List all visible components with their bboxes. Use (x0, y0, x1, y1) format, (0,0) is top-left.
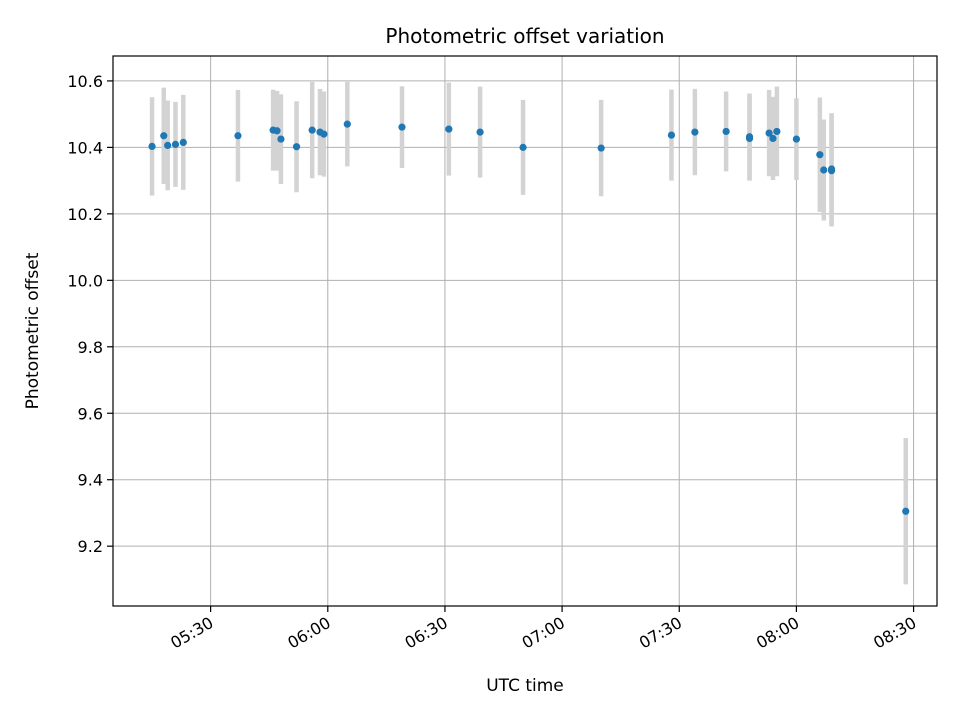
data-point (597, 144, 605, 152)
y-tick-label: 10.6 (67, 72, 103, 91)
y-tick-label: 9.2 (78, 537, 103, 556)
data-point (792, 135, 801, 143)
data-point (902, 507, 910, 515)
data-point (827, 167, 836, 175)
data-point (773, 127, 781, 136)
data-point (476, 128, 484, 136)
data-point (820, 166, 828, 174)
x-tick-label: 07:30 (636, 613, 685, 653)
data-point (769, 134, 777, 143)
data-point (164, 141, 172, 149)
y-tick-label: 10.0 (67, 271, 103, 290)
y-tick-label: 9.6 (78, 404, 103, 423)
data-point (343, 120, 351, 128)
data-point (273, 127, 281, 135)
y-tick-label: 10.4 (67, 138, 103, 157)
x-tick-label: 08:30 (870, 613, 919, 653)
x-tick-label: 05:30 (167, 613, 216, 653)
data-point (765, 129, 773, 137)
data-point (745, 134, 754, 143)
data-point (160, 132, 168, 140)
data-point (308, 126, 316, 134)
x-axis-ticks: 05:30 06:00 06:30 07:00 07:30 08:00 08:30 (167, 606, 920, 653)
data-point (816, 151, 824, 159)
y-tick-label: 10.2 (67, 205, 103, 224)
data-point (320, 130, 328, 138)
x-tick-label: 07:00 (519, 613, 568, 653)
x-tick-label: 06:30 (402, 613, 451, 653)
data-point (234, 132, 242, 140)
x-tick-label: 06:00 (284, 613, 333, 653)
data-point (148, 142, 156, 150)
data-points (148, 120, 910, 515)
data-point (445, 125, 453, 133)
plot-frame (112, 55, 938, 607)
data-point (667, 131, 676, 139)
data-point (398, 123, 406, 131)
data-point (691, 128, 699, 136)
y-axis-ticks: 9.2 9.4 9.6 9.8 10.0 10.2 10.4 10.6 (67, 72, 113, 556)
x-axis-label: UTC time (486, 676, 564, 696)
data-point (179, 138, 187, 147)
y-axis-label: Photometric offset (23, 252, 43, 409)
y-tick-label: 9.4 (78, 471, 103, 490)
data-point (277, 135, 285, 143)
data-point (722, 127, 730, 136)
data-point (519, 143, 527, 151)
y-tick-label: 9.8 (78, 338, 103, 357)
data-point (292, 143, 301, 151)
x-tick-label: 08:00 (753, 613, 802, 653)
chart-title: Photometric offset variation (385, 24, 664, 48)
data-point (171, 140, 180, 148)
